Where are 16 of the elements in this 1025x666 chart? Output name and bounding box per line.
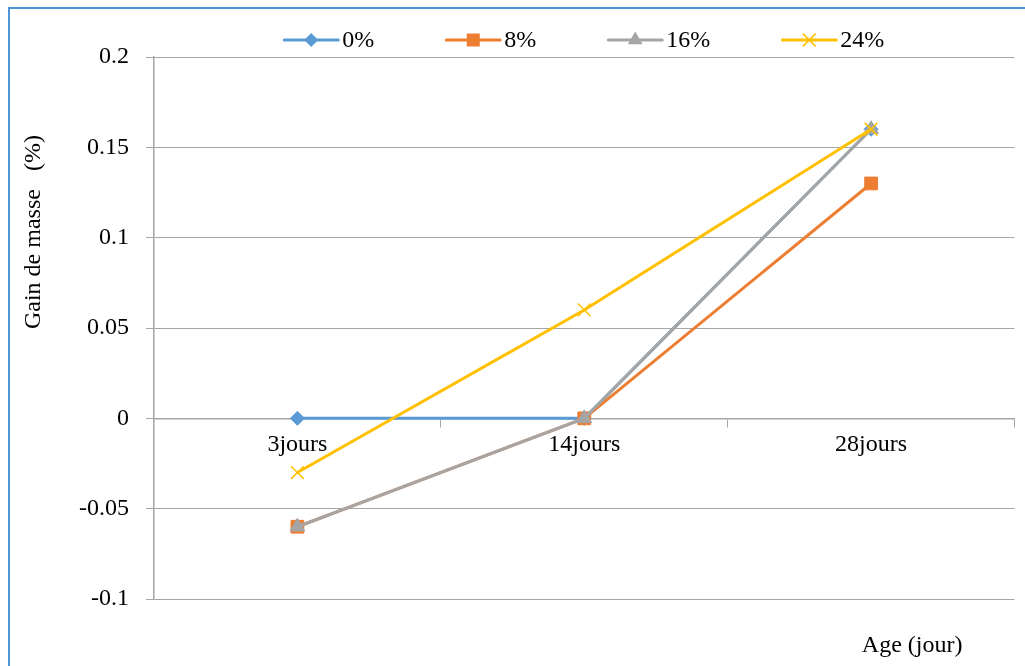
legend-label: 16% [666,26,711,53]
x-tick-label: 3jours [267,430,328,457]
y-tick-label: -0.1 [91,584,129,611]
y-axis-title: Gain de masse (%) [19,135,46,330]
x-tick-label: 28jours [835,430,908,457]
y-tick-label: 0.2 [99,42,129,69]
x-axis-title: Age (jour) [861,631,963,658]
x-tick-label: 14jours [548,430,621,457]
legend-label: 0% [342,26,375,53]
legend-label: 24% [840,26,885,53]
y-tick-label: 0.05 [87,313,129,340]
y-tick-label: 0 [117,403,129,430]
y-tick-label: -0.05 [79,493,129,520]
y-tick-label: 0.15 [87,132,129,159]
legend-label: 8% [504,26,537,53]
y-tick-label: 0.1 [99,222,129,249]
